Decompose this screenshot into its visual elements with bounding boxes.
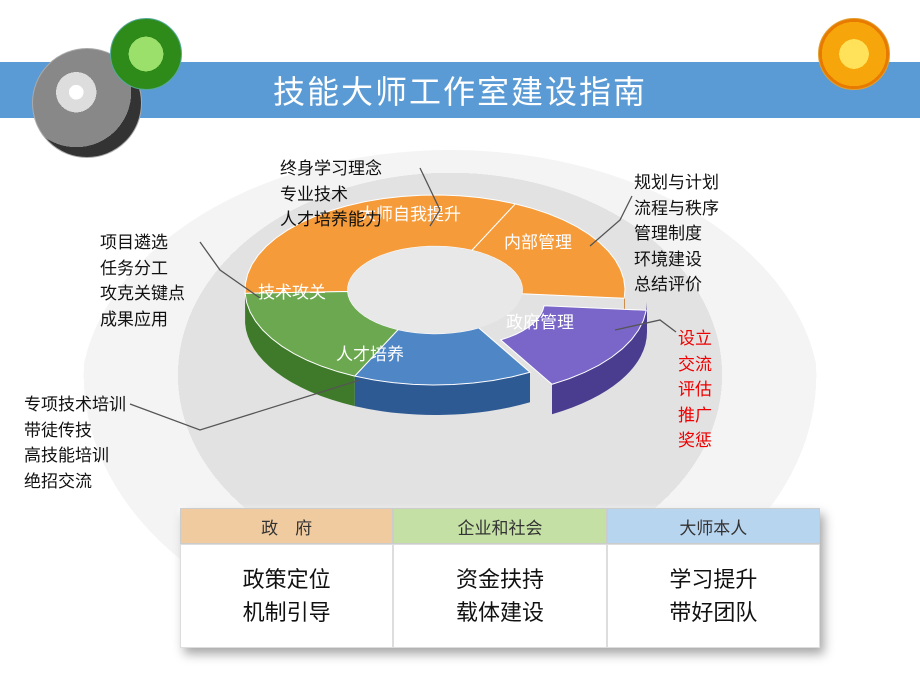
table-cell-ent-line2: 载体建设	[456, 596, 544, 629]
table-cell-ent: 资金扶持 载体建设	[393, 544, 606, 648]
callout-talent: 专项技术培训带徒传技高技能培训绝招交流	[24, 392, 126, 494]
table-cell-gov-line2: 机制引导	[243, 596, 331, 629]
callout-inner-mgmt: 规划与计划流程与秩序管理制度环境建设总结评价	[634, 170, 719, 298]
table-body-row: 政策定位 机制引导 资金扶持 载体建设 学习提升 带好团队	[180, 544, 820, 648]
table-header-row: 政 府 企业和社会 大师本人	[180, 508, 820, 544]
table-header-ent: 企业和社会	[393, 508, 606, 544]
table-cell-self: 学习提升 带好团队	[607, 544, 820, 648]
callout-gov-mgmt: 设立交流评估推广奖惩	[678, 326, 712, 454]
callout-self-improvement: 终身学习理念专业技术人才培养能力	[280, 156, 382, 233]
callout-tech: 项目遴选任务分工攻克关键点成果应用	[100, 230, 185, 332]
table-cell-gov-line1: 政策定位	[243, 563, 331, 596]
table-header-gov: 政 府	[180, 508, 393, 544]
table-cell-self-line1: 学习提升	[669, 563, 757, 596]
table-header-self: 大师本人	[607, 508, 820, 544]
table-cell-gov: 政策定位 机制引导	[180, 544, 393, 648]
table-cell-ent-line1: 资金扶持	[456, 563, 544, 596]
table-cell-self-line2: 带好团队	[669, 596, 757, 629]
stakeholder-table: 政 府 企业和社会 大师本人 政策定位 机制引导 资金扶持 载体建设 学习提升 …	[180, 508, 820, 648]
